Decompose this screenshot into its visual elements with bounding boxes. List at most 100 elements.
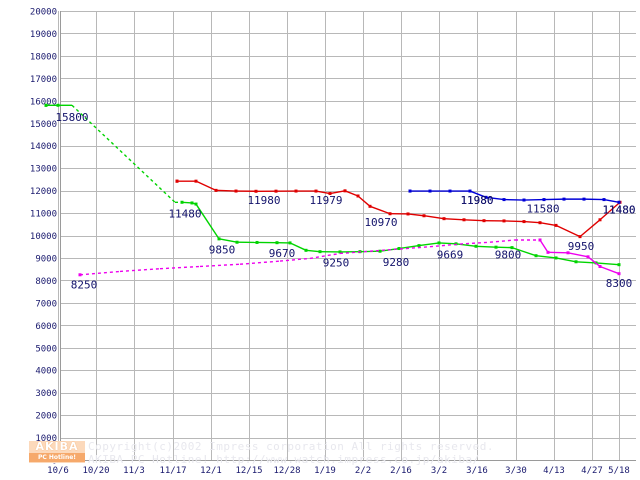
series-green-segment [511, 246, 537, 257]
y-tick-label: 6000 [35, 322, 57, 332]
y-tick-label: 4000 [35, 367, 57, 377]
y-tick-label: 20000 [30, 8, 57, 18]
series-green-marker [338, 250, 342, 254]
series-red-segment [443, 217, 465, 221]
series-green-marker [180, 200, 184, 204]
x-tick-label: 3/16 [466, 466, 488, 476]
series-red-marker [314, 189, 318, 193]
series-blue-marker [562, 197, 566, 201]
grid-layer [58, 11, 636, 461]
data-label: 11980 [460, 194, 493, 207]
series-green-marker [534, 254, 538, 258]
series-magenta-segment [79, 270, 121, 276]
series-blue-marker [602, 198, 606, 202]
series-green-marker [494, 245, 498, 249]
series-green-segment [398, 244, 420, 250]
x-axis-tick-labels: 10/6 10/20 11/3 11/17 12/1 12/15 12/28 1/19 2/2 2… [47, 466, 630, 476]
x-tick-label: 11/3 [123, 466, 145, 476]
y-tick-label: 17000 [30, 75, 57, 85]
x-tick-label: 4/13 [543, 466, 565, 476]
y-axis-tick-labels: 0100020003000400050006000700080009000100… [30, 8, 57, 467]
data-label: 11480 [168, 208, 201, 221]
series-green-segment [438, 242, 457, 245]
series-green-segment [289, 242, 307, 251]
data-label: 11980 [247, 194, 280, 207]
series-red-segment [523, 220, 541, 224]
series-green-marker [397, 247, 401, 251]
series-blue-marker [502, 198, 506, 202]
series-magenta-marker [598, 264, 602, 268]
x-tick-label: 3/30 [505, 466, 527, 476]
series-red-segment [344, 190, 359, 197]
series-red-marker [598, 218, 602, 222]
data-label: 9950 [568, 240, 595, 253]
series-red-segment [503, 220, 525, 223]
series-red-segment [315, 190, 331, 195]
series-red-marker [194, 179, 198, 183]
data-label: 11580 [526, 203, 559, 216]
series-blue-segment [485, 196, 505, 201]
series-blue-marker [428, 189, 432, 193]
series-magenta-segment [599, 265, 620, 275]
series-green-marker [304, 248, 308, 252]
series-green-marker [510, 246, 514, 250]
series-magenta-segment [459, 241, 491, 245]
watermark-line-2: AKIBA PC Hotline! http://www.watch.impre… [88, 453, 480, 466]
akiba-logo: AKIBA PC Hotline! [29, 441, 85, 463]
series-green-start-marker [44, 103, 48, 107]
y-tick-label: 15000 [30, 120, 57, 130]
series-magenta-start-marker [78, 273, 82, 277]
series-magenta-segment [587, 256, 601, 268]
series-magenta-marker [617, 272, 621, 276]
y-tick-label: 1000 [35, 434, 57, 444]
series-blue-marker [617, 200, 621, 204]
y-tick-label: 10000 [30, 232, 57, 242]
series-green-marker [378, 249, 382, 253]
series-green-segment [575, 261, 597, 264]
series-green-segment [535, 255, 557, 259]
series-blue-marker [522, 198, 526, 202]
series-red-marker [462, 218, 466, 222]
series-red-segment [215, 189, 237, 192]
series-green-marker [288, 241, 292, 245]
y-tick-label: 8000 [35, 277, 57, 287]
y-tick-label: 19000 [30, 30, 57, 40]
series-magenta-segment [339, 250, 371, 255]
series-blue-marker [448, 189, 452, 193]
y-tick-label: 13000 [30, 165, 57, 175]
series-magenta-segment [399, 246, 431, 250]
series-magenta-segment [199, 263, 241, 268]
series-red-segment [539, 222, 557, 227]
x-tick-label: 10/20 [82, 466, 109, 476]
watermark-layer: Copyright(c)2002 Impress corporation All… [88, 440, 494, 466]
series-magenta-segment [429, 243, 461, 248]
series-red-segment [407, 213, 425, 217]
series-green-segment [455, 243, 477, 247]
series-green-marker [275, 241, 279, 245]
y-tick-label: 3000 [35, 389, 57, 399]
series-red-marker [482, 219, 486, 223]
data-label: 11980 [460, 194, 493, 207]
series-red-marker [578, 235, 582, 239]
y-tick-label: 5000 [35, 344, 57, 354]
x-tick-label: 4/27 [581, 466, 603, 476]
y-tick-label: 7000 [35, 299, 57, 309]
series-blue-marker [484, 195, 488, 199]
series-green-marker [217, 237, 221, 241]
series-green-segment [475, 245, 497, 248]
series-green-marker [56, 103, 60, 107]
akiba-logo-bottom-text: PC Hotline! [29, 453, 85, 462]
series-red-segment [555, 224, 581, 238]
series-green-marker [194, 202, 198, 206]
data-label: 9280 [383, 256, 410, 269]
series-red-marker [368, 204, 372, 208]
series-red-segment [329, 190, 346, 195]
series-green-marker [255, 240, 259, 244]
series-magenta-segment [279, 257, 311, 262]
data-label: 9669 [437, 248, 464, 261]
series-red-marker [214, 188, 218, 192]
series-red-segment [357, 195, 371, 207]
series-magenta-marker [546, 250, 550, 254]
